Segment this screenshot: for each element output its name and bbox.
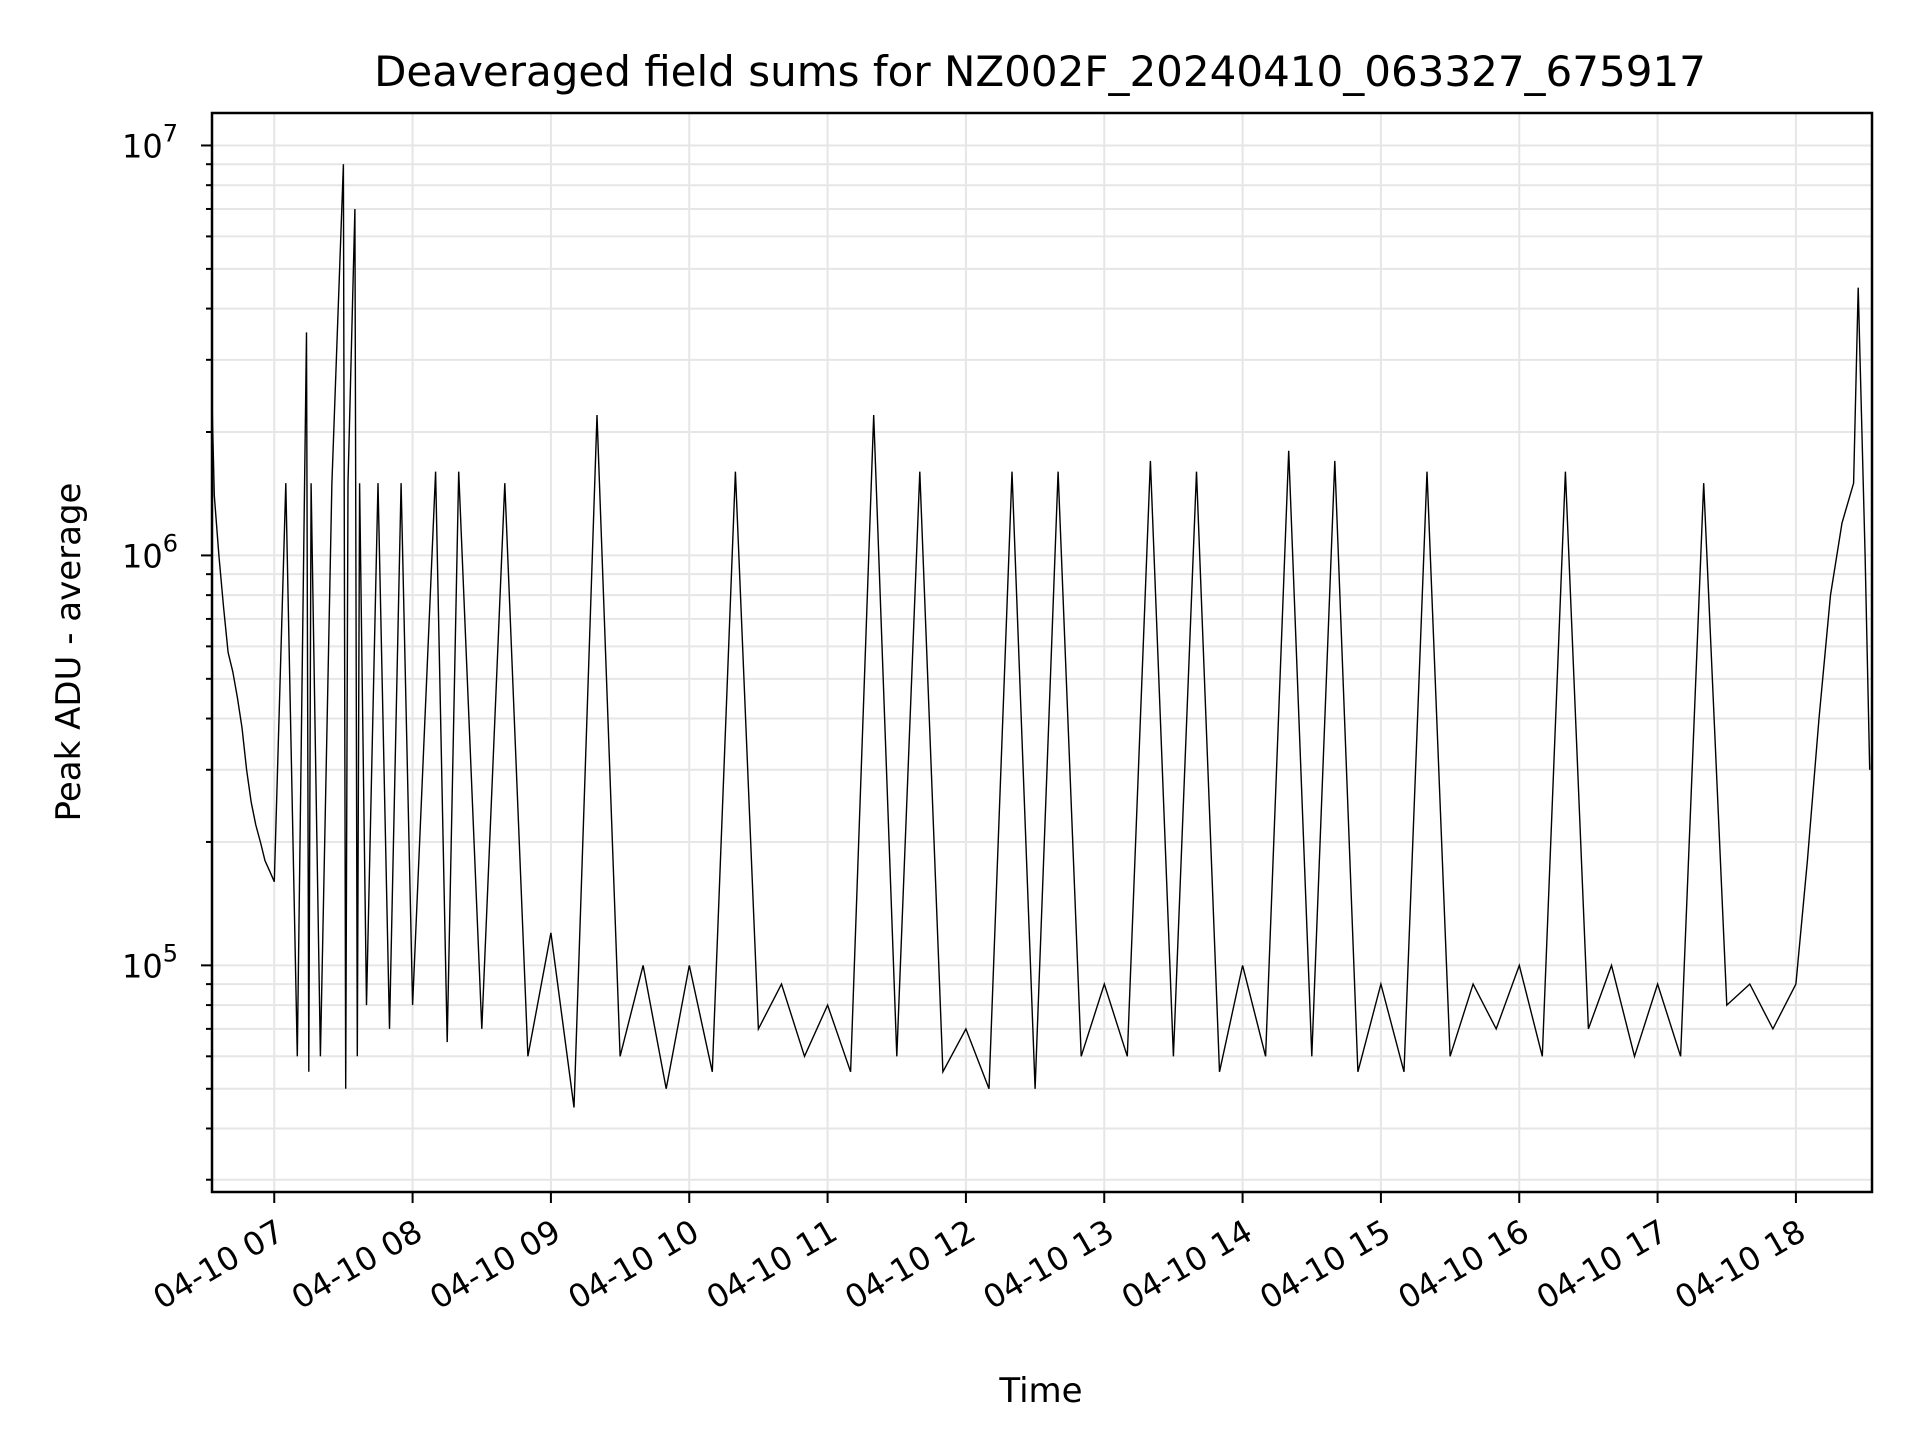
y-tick-label: 106: [122, 529, 178, 575]
grid: [212, 113, 1872, 1192]
y-axis-label: Peak ADU - average: [49, 483, 89, 822]
plot-frame: [210, 111, 1874, 1194]
series-layer: [211, 164, 1871, 1108]
y-tick-label: 105: [122, 939, 178, 985]
y-tick-label: 107: [122, 119, 178, 165]
chart-title: Deaveraged field sums for NZ002F_2024041…: [374, 47, 1706, 96]
x-axis-label: Time: [998, 1371, 1082, 1411]
series-line: [211, 164, 1871, 1108]
y-axis: 105 106 107: [122, 119, 212, 1181]
